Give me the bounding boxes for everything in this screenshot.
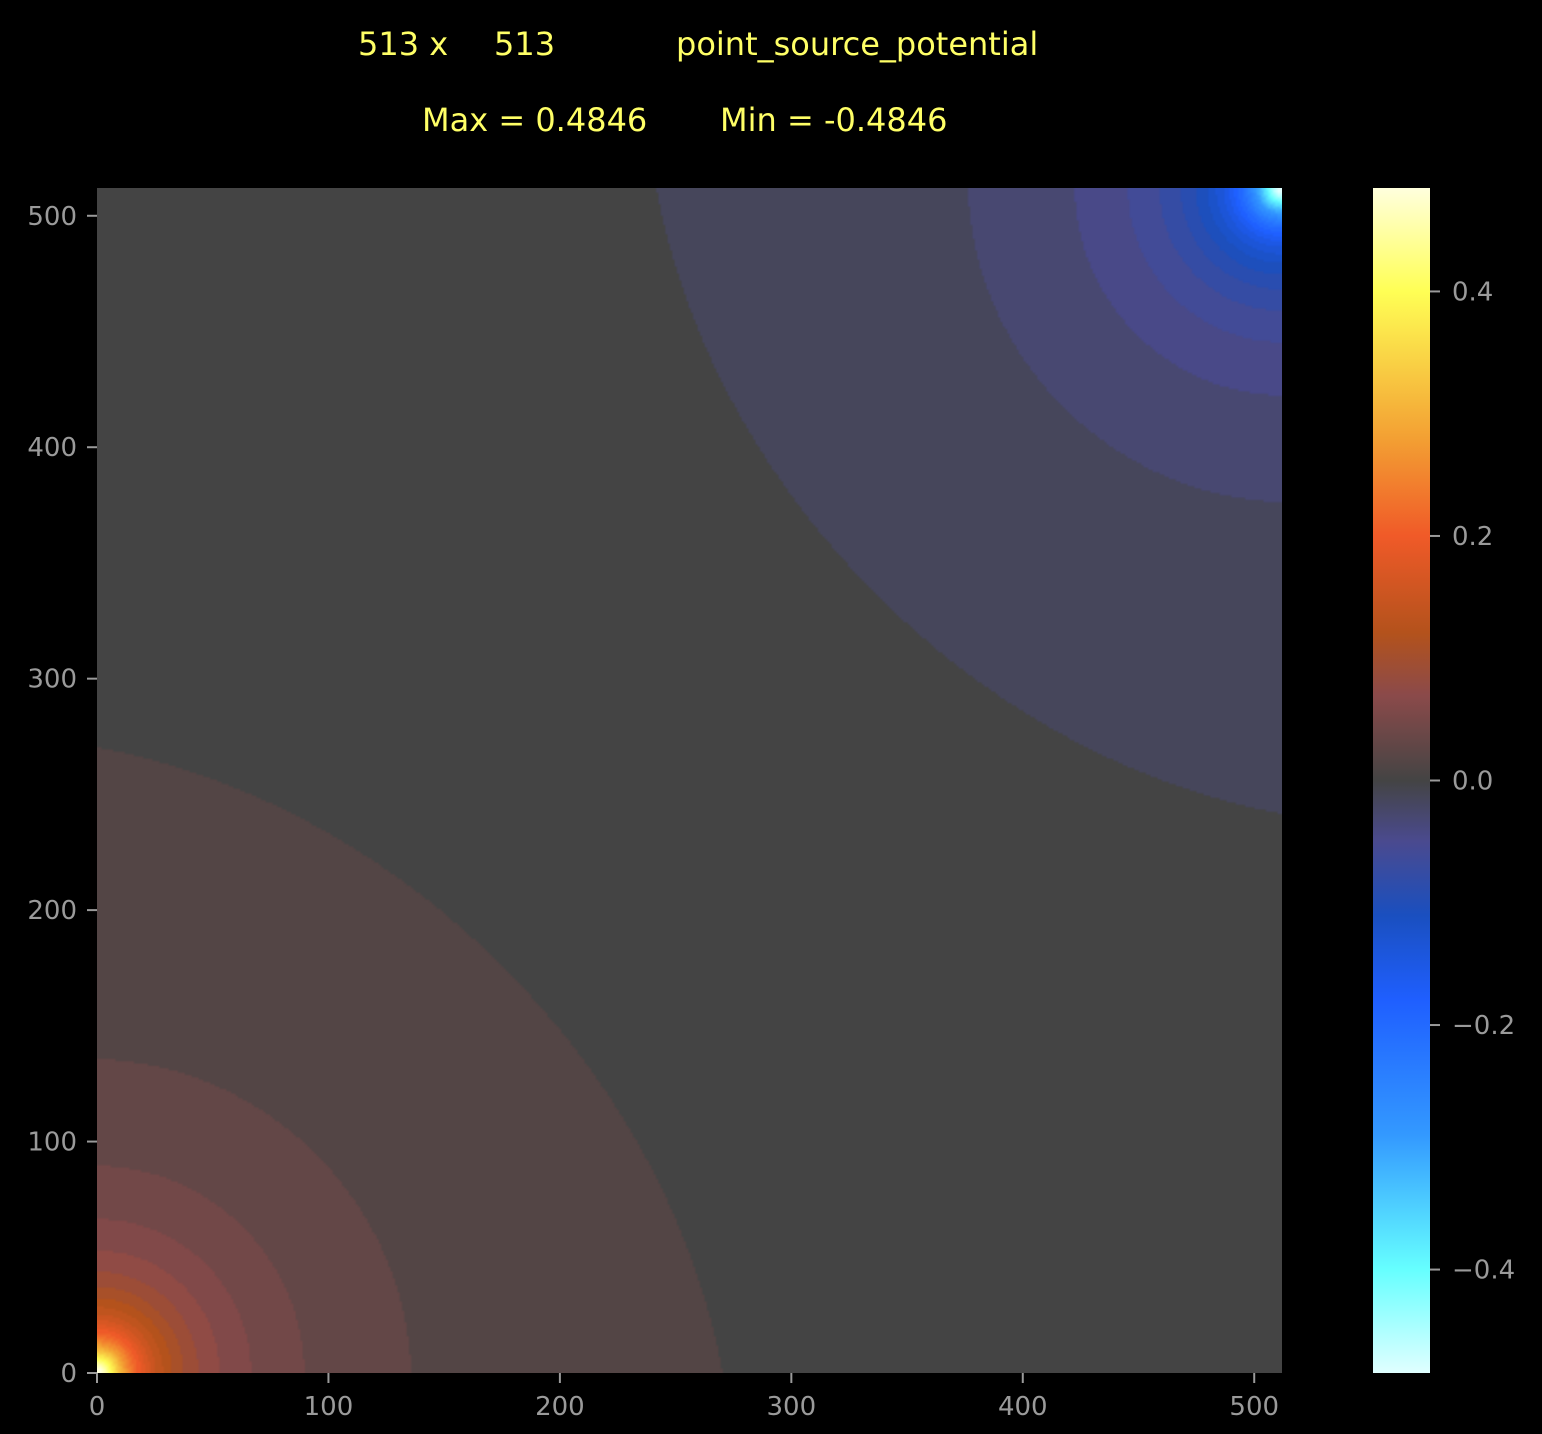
colorbar-axis: 0.4 0.2 0.0 −0.2 −0.4 (1430, 277, 1515, 1286)
colorbar (1373, 188, 1430, 1373)
colorbar-tick-label: −0.4 (1452, 1256, 1515, 1286)
grid-ny-label: 513 (494, 25, 555, 63)
x-axis: 0 100 200 300 400 500 (89, 1373, 1279, 1422)
colorbar-tick-label: 0.0 (1452, 767, 1493, 797)
heatmap-image (97, 188, 1282, 1373)
y-axis: 0 100 200 300 400 500 (27, 202, 97, 1389)
y-tick-label: 100 (27, 1128, 77, 1158)
y-tick-label: 500 (27, 202, 77, 232)
y-tick-label: 400 (27, 433, 77, 463)
x-tick-label: 500 (1229, 1392, 1279, 1422)
colorbar-tick-label: 0.2 (1452, 522, 1493, 552)
heatmap-image-container (97, 188, 1282, 1373)
grid-nx-label: 513 x (358, 25, 448, 63)
x-tick-label: 200 (535, 1392, 585, 1422)
heatmap-plot-area (97, 188, 1282, 1373)
x-tick-label: 0 (89, 1392, 106, 1422)
field-name-label: point_source_potential (676, 25, 1038, 63)
min-label: Min = -0.4846 (720, 101, 947, 139)
y-tick-label: 0 (60, 1359, 77, 1389)
x-tick-label: 400 (998, 1392, 1048, 1422)
x-tick-label: 100 (304, 1392, 354, 1422)
x-tick-label: 300 (767, 1392, 817, 1422)
y-tick-label: 300 (27, 665, 77, 695)
colorbar-tick-label: −0.2 (1452, 1011, 1515, 1041)
colorbar-tick-label: 0.4 (1452, 277, 1493, 307)
y-tick-label: 200 (27, 896, 77, 926)
max-label: Max = 0.4846 (422, 101, 647, 139)
